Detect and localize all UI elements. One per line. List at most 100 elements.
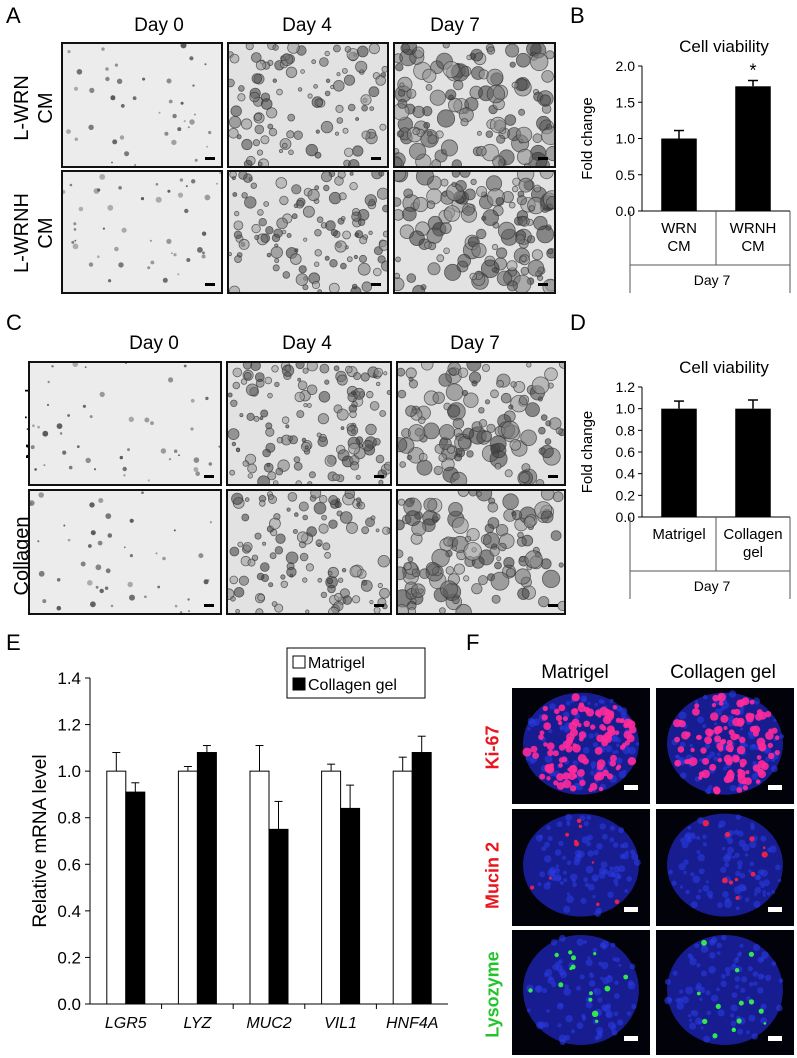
nucleus <box>526 1008 531 1013</box>
organoid <box>486 46 496 55</box>
nucleus <box>609 825 616 831</box>
organoid <box>246 412 255 422</box>
nucleus <box>776 1004 783 1012</box>
nucleus <box>697 716 705 724</box>
stained-cell <box>556 782 565 790</box>
stained-cell <box>597 713 602 718</box>
nucleus <box>727 846 735 854</box>
organoid <box>244 196 257 209</box>
nucleus <box>702 842 708 847</box>
significance-mark: * <box>749 61 756 81</box>
nucleus <box>574 849 582 857</box>
organoid <box>325 220 336 231</box>
stained-cell <box>574 841 580 847</box>
nucleus <box>689 1022 697 1030</box>
organoid <box>313 261 320 267</box>
organoid <box>407 556 414 563</box>
nucleus <box>707 785 713 790</box>
organoid <box>369 106 375 111</box>
organoid <box>379 587 390 599</box>
stained-cell <box>593 952 597 956</box>
organoid <box>527 235 536 244</box>
organoid <box>307 403 312 408</box>
organoid <box>232 381 241 390</box>
stained-cell <box>756 737 766 747</box>
nucleus <box>679 741 686 748</box>
panel-a-row-label-1: L-WRN CM <box>11 75 57 141</box>
organoid <box>295 363 305 370</box>
organoid <box>257 475 270 484</box>
stained-cell <box>576 818 582 823</box>
organoid <box>351 211 362 222</box>
organoid <box>229 575 239 585</box>
stained-cell <box>749 725 757 733</box>
organoid <box>56 423 63 429</box>
organoid <box>293 130 303 140</box>
organoid <box>188 610 190 612</box>
stained-cell <box>553 780 559 786</box>
y-tick-label: 0.0 <box>616 509 636 525</box>
nucleus <box>596 843 603 850</box>
organoid <box>293 456 301 463</box>
organoid <box>34 468 37 471</box>
organoid <box>316 432 322 438</box>
organoid <box>185 185 188 188</box>
organoid <box>336 117 344 124</box>
organoid <box>438 373 452 387</box>
organoid <box>515 234 526 245</box>
organoid <box>229 116 242 129</box>
organoid <box>335 104 344 114</box>
organoid <box>332 473 340 481</box>
organoid <box>155 552 158 555</box>
x-axis-group-label: Day 7 <box>694 578 731 594</box>
organoid <box>412 284 426 292</box>
organoid <box>183 364 187 368</box>
nucleus <box>573 859 581 866</box>
organoid <box>320 591 328 599</box>
organoid <box>276 436 284 444</box>
nucleus <box>598 871 606 879</box>
organoid <box>398 437 408 453</box>
stained-cell <box>674 761 680 766</box>
nucleus <box>555 864 559 868</box>
stained-cell <box>708 732 713 737</box>
organoid <box>168 458 172 461</box>
organoid <box>229 53 240 64</box>
nucleus <box>747 966 753 972</box>
organoid <box>97 255 100 258</box>
organoid <box>329 259 338 268</box>
nucleus <box>679 989 684 994</box>
organoid <box>229 546 240 557</box>
organoid <box>476 145 487 157</box>
organoid <box>258 161 263 166</box>
organoid <box>324 454 337 467</box>
nucleus <box>744 853 749 857</box>
stained-cell <box>558 757 565 763</box>
organoid <box>274 546 284 555</box>
organoid <box>218 445 220 448</box>
organoid <box>268 582 274 588</box>
nucleus <box>546 825 551 831</box>
organoid <box>464 188 476 201</box>
organoid <box>469 272 477 281</box>
organoid <box>56 578 61 582</box>
nucleus <box>746 996 751 1002</box>
organoid <box>172 113 177 119</box>
stained-cell <box>530 885 535 890</box>
organoid <box>328 495 339 505</box>
panel-f-col-matrigel: Matrigel <box>541 662 609 683</box>
organoid <box>494 561 502 570</box>
organoid <box>395 197 402 207</box>
panel-c-day-7: Day 7 <box>450 333 500 354</box>
organoid <box>177 273 180 276</box>
nucleus <box>754 874 761 881</box>
nucleus <box>527 717 535 725</box>
organoid <box>546 196 554 210</box>
organoid <box>350 286 362 292</box>
organoid <box>358 254 367 263</box>
micrograph-a-lwrnh-day7 <box>393 170 556 294</box>
nucleus <box>708 966 716 974</box>
organoid <box>314 185 320 191</box>
nucleus <box>557 1023 562 1028</box>
nucleus <box>730 1004 738 1012</box>
